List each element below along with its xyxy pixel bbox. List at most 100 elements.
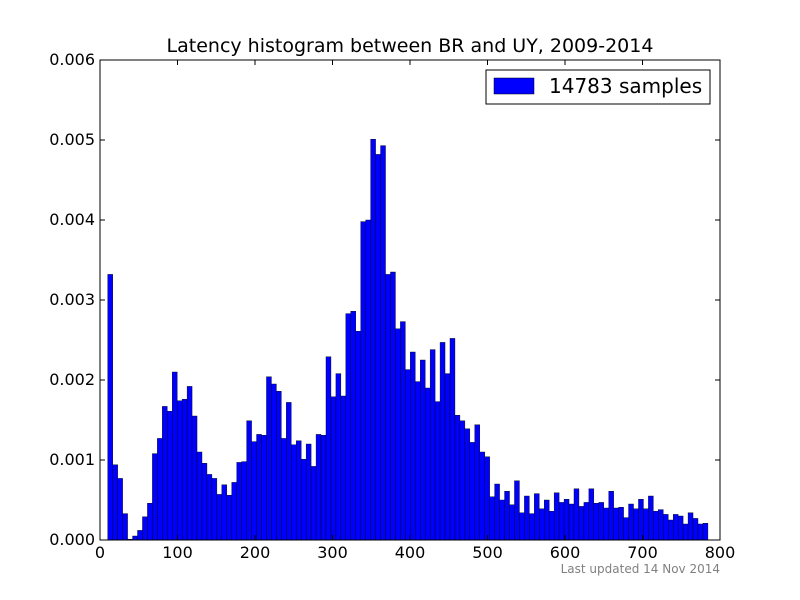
histogram-bar [172,371,178,541]
histogram-bar [648,495,654,541]
histogram-bar [494,483,500,541]
histogram-bar [340,395,347,541]
histogram-bar [643,508,649,541]
histogram-bar [211,478,218,541]
histogram-bar [583,502,590,541]
histogram-bar [588,488,595,541]
histogram-bar [563,499,570,541]
histogram-bar [658,509,664,541]
histogram-bar [444,373,451,541]
histogram-bar [266,376,272,541]
histogram-bar [424,387,431,541]
histogram-bar [291,444,297,541]
histogram-bar [305,443,312,541]
histogram-bar [464,428,471,541]
histogram-bar [668,519,674,541]
histogram-bar [608,491,614,541]
histogram-bar [568,503,575,541]
histogram-bar [548,511,555,541]
histogram-bar [439,342,446,541]
histogram-bar [251,441,257,541]
histogram-bar [459,420,466,541]
histogram-bar [529,513,535,541]
histogram-bar [221,484,227,541]
histogram-bar [271,383,277,541]
histogram-bar [132,535,138,541]
histogram-bar [653,511,659,541]
histogram-bar [365,219,371,541]
histogram-bar [410,351,416,541]
histogram-bar [176,400,183,541]
histogram-bar [191,415,198,541]
histogram-bar [663,514,669,541]
x-tick-label: 800 [705,543,736,562]
histogram-bar [504,491,510,541]
histogram-bar [226,495,232,541]
ticks-group: 0 100 200 300 400 500 600 700 800 0.000 0.001 0.002… [49,50,735,562]
bars-group [107,138,709,541]
histogram-bar [484,456,490,541]
histogram-bar [534,493,540,541]
histogram-bar [400,321,406,541]
histogram-bar [300,459,307,541]
histogram-bar [276,391,282,541]
histogram-bar [544,499,550,541]
histogram-bar [573,488,580,541]
histogram-bar [296,440,302,541]
histogram-bar [672,514,679,541]
histogram-bar [122,513,128,541]
histogram-bar [216,494,223,541]
histogram-bar [241,461,247,541]
histogram-bar [186,386,193,541]
histogram-bar [231,482,237,541]
histogram-bar [633,508,639,541]
histogram-bar [489,496,495,541]
histogram-bar [380,145,386,541]
x-tick-label: 200 [240,543,271,562]
histogram-bar [385,274,391,541]
x-tick-label: 500 [472,543,503,562]
histogram-bar [325,356,332,541]
histogram-bar [623,517,629,541]
histogram-bar [469,442,475,541]
histogram-bar [553,492,560,541]
histogram-bar [415,381,421,541]
y-tick-label: 0.001 [49,450,95,469]
x-tick-label: 400 [395,543,426,562]
histogram-bar [350,311,356,541]
histogram-bar [196,451,203,541]
histogram-bar [181,399,188,541]
histogram-bar [405,369,411,541]
y-tick-label: 0.004 [49,210,95,229]
histogram-bar [593,503,599,541]
histogram-bar [345,313,351,541]
x-tick-label: 0 [95,543,105,562]
y-tick-label: 0.003 [49,290,95,309]
histogram-bar [395,328,401,541]
histogram-bar [330,396,337,541]
y-tick-label: 0.005 [49,130,95,149]
histogram-bar [281,438,287,541]
histogram-bar [137,530,143,541]
histogram-bar [638,499,644,541]
histogram-bar [519,512,525,541]
histogram-bar [692,518,699,541]
histogram-bar [162,406,168,541]
histogram-bar [677,515,684,541]
x-tick-label: 700 [627,543,658,562]
y-tick-label: 0.000 [49,530,95,549]
histogram-bar [112,464,118,541]
histogram-bar [147,503,153,541]
histogram-bar [320,435,327,541]
histogram-bar [201,463,208,541]
histogram-bar [390,271,396,541]
histogram-bar [261,435,267,541]
histogram-bar [107,274,113,541]
histogram-bar [682,523,689,541]
histogram-bar [479,451,485,541]
chart-title: Latency histogram between BR and UY, 200… [167,35,654,57]
histogram-bar [539,508,545,541]
histogram-bar [315,434,322,541]
histogram-bar [157,438,163,541]
last-updated-note: Last updated 14 Nov 2014 [560,562,720,576]
